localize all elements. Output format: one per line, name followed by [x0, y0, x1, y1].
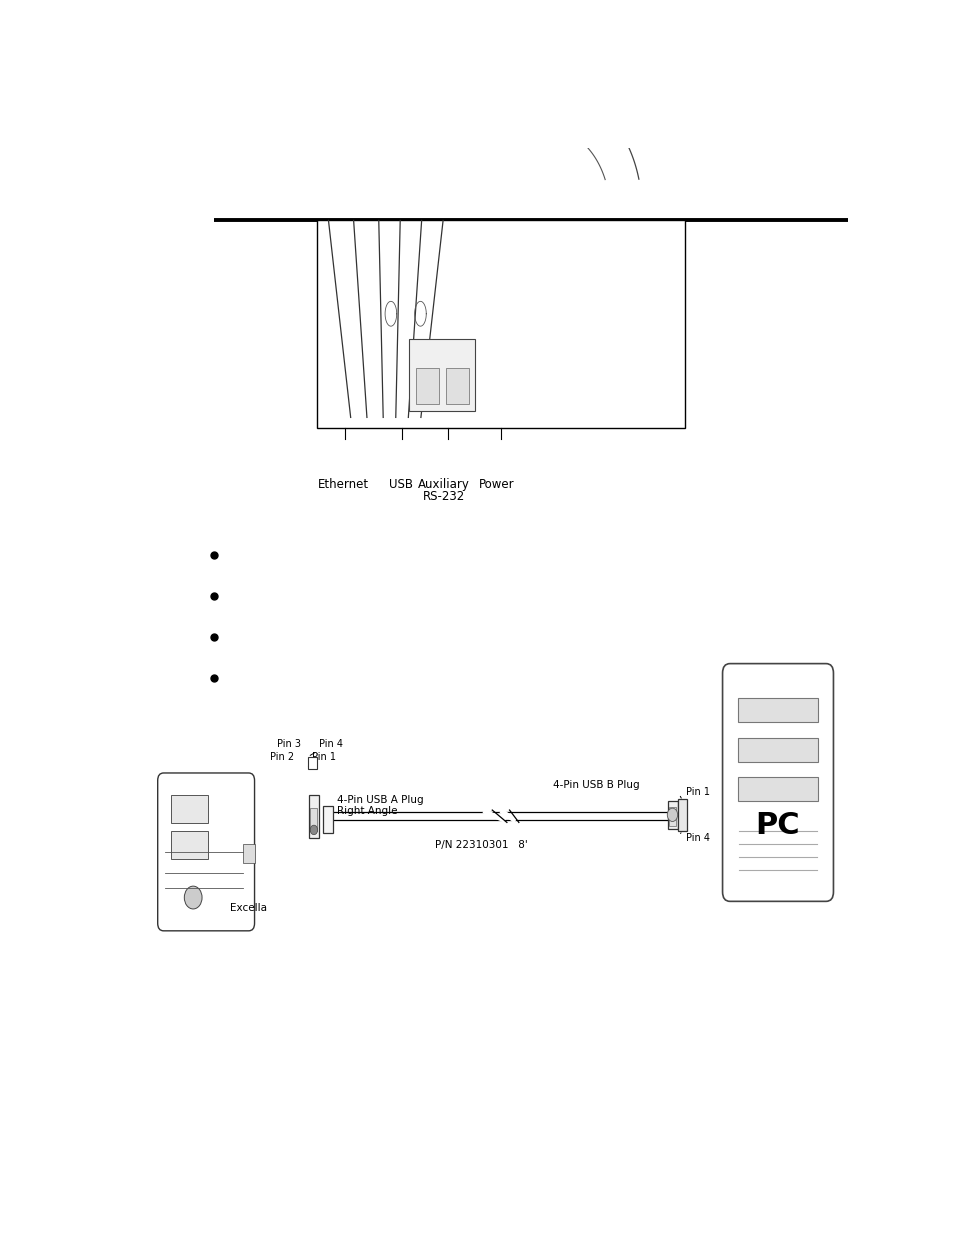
FancyBboxPatch shape [738, 777, 817, 802]
Bar [322, 805, 333, 834]
Bar [310, 808, 316, 831]
Bar [243, 845, 254, 863]
Text: Power: Power [478, 478, 514, 492]
Bar [308, 757, 317, 769]
Text: Auxiliary: Auxiliary [417, 478, 469, 492]
Circle shape [666, 808, 677, 821]
Text: 4-Pin USB B Plug: 4-Pin USB B Plug [553, 781, 639, 790]
FancyBboxPatch shape [721, 663, 833, 902]
Bar [416, 368, 438, 404]
Bar [669, 808, 676, 826]
Circle shape [184, 887, 202, 909]
Text: USB: USB [389, 478, 413, 492]
Bar [678, 799, 686, 830]
Bar [309, 795, 318, 837]
Bar [171, 795, 208, 824]
Bar [317, 221, 684, 427]
Bar [171, 830, 208, 860]
Text: Ethernet: Ethernet [317, 478, 369, 492]
Text: P/N 22310301   8': P/N 22310301 8' [435, 841, 527, 851]
FancyBboxPatch shape [738, 737, 817, 762]
Text: Pin 4: Pin 4 [318, 740, 342, 750]
Circle shape [310, 825, 317, 835]
Bar [445, 368, 468, 404]
Text: Excella: Excella [230, 903, 267, 913]
Text: Pin 1: Pin 1 [685, 787, 710, 797]
FancyBboxPatch shape [738, 699, 817, 722]
Text: Pin 3: Pin 3 [276, 740, 301, 750]
Text: Pin 4: Pin 4 [685, 832, 710, 842]
FancyBboxPatch shape [157, 773, 254, 931]
Bar [409, 338, 475, 411]
Text: 4-Pin USB A Plug
Right Angle: 4-Pin USB A Plug Right Angle [337, 795, 423, 816]
Bar [667, 800, 678, 829]
Text: Pin 2: Pin 2 [270, 752, 294, 762]
Text: PC: PC [755, 810, 800, 840]
Text: Pin 1: Pin 1 [312, 752, 335, 762]
Text: RS-232: RS-232 [422, 489, 464, 503]
